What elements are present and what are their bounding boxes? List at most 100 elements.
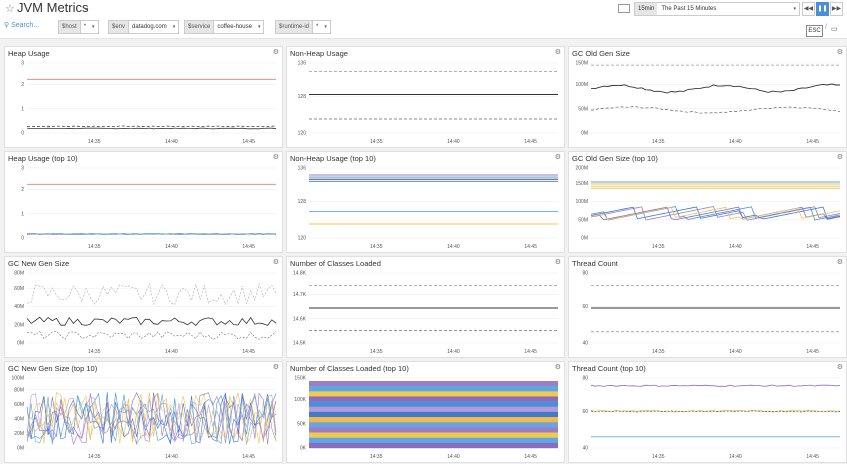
dashboard-title: JVM Metrics xyxy=(17,0,89,15)
y-tick-label: 2 xyxy=(21,82,24,88)
separator: / xyxy=(825,24,827,31)
y-tick-label: 50M xyxy=(578,217,588,223)
gear-icon[interactable]: ⚙ xyxy=(836,364,843,371)
chevron-down-icon: ▾ xyxy=(324,24,327,30)
star-icon[interactable]: ☆ xyxy=(5,3,15,15)
stacked-area-band xyxy=(309,406,558,413)
variable-value: * xyxy=(316,24,319,30)
widget-newgen10[interactable]: 100M 80M 60M 40M 20M 0M 14:35 14:40 14:45 GC New … xyxy=(4,361,283,463)
template-variable-env[interactable]: $env datadog.com ▾ xyxy=(108,20,180,34)
widget-nonheap[interactable]: 136 128 120 14:35 14:40 14:45 Non-Heap Usage ⚙ xyxy=(286,46,565,148)
y-tick-label: 128 xyxy=(298,199,307,205)
tv-mode-icon[interactable] xyxy=(618,4,630,13)
template-variable-service[interactable]: $service coffee-house ▾ xyxy=(184,20,265,34)
search-icon: ⚲ xyxy=(4,22,12,29)
x-tick-label: 14:35 xyxy=(652,454,665,460)
x-tick-label: 14:35 xyxy=(652,244,665,250)
x-tick-label: 14:35 xyxy=(88,139,101,145)
time-badge: 15min xyxy=(635,3,658,15)
series-line xyxy=(26,125,276,128)
stacked-area-band xyxy=(309,422,558,428)
gear-icon[interactable]: ⚙ xyxy=(836,259,843,266)
widget-newgen[interactable]: 80M 60M 40M 20M 0M 14:35 14:40 14:45 GC New Gen … xyxy=(4,256,283,358)
monitor-icon[interactable]: ▭ xyxy=(831,26,838,33)
x-tick-label: 14:45 xyxy=(524,244,537,250)
stacked-area-band xyxy=(309,437,558,444)
x-tick-label: 14:40 xyxy=(165,349,178,355)
template-variable-host[interactable]: $host * ▾ xyxy=(58,20,99,34)
pause-button[interactable]: ❚❚ xyxy=(816,2,829,16)
gear-icon[interactable]: ⚙ xyxy=(554,49,561,56)
x-tick-label: 14:35 xyxy=(88,454,101,460)
gear-icon[interactable]: ⚙ xyxy=(554,259,561,266)
y-tick-label: 80 xyxy=(582,376,588,382)
series-line xyxy=(590,206,841,221)
forward-button[interactable]: ▶▶ xyxy=(830,2,843,16)
y-tick-label: 128 xyxy=(298,94,307,100)
series-line xyxy=(26,316,277,326)
x-tick-label: 14:40 xyxy=(729,454,742,460)
y-tick-label: 0M xyxy=(581,236,588,242)
series-line xyxy=(27,330,277,340)
y-tick-label: 20M xyxy=(14,431,24,437)
gear-icon[interactable]: ⚙ xyxy=(272,154,279,161)
gear-icon[interactable]: ⚙ xyxy=(272,49,279,56)
widget-nonheap10[interactable]: 136 128 120 14:35 14:40 14:45 Non-Heap Usage (… xyxy=(286,151,565,253)
x-tick-label: 14:40 xyxy=(447,244,460,250)
series-line xyxy=(590,206,841,221)
rewind-button[interactable]: ◀◀ xyxy=(802,2,815,16)
stacked-area-band xyxy=(309,401,558,407)
y-tick-label: 3 xyxy=(21,61,24,67)
chevron-down-icon: ▾ xyxy=(793,6,796,12)
series-line xyxy=(590,384,841,387)
chart-newgen: 80M 60M 40M 20M 0M 14:35 14:40 14:45 xyxy=(14,271,277,355)
chart-threads: 80 60 40 14:35 14:40 14:45 xyxy=(582,271,840,355)
y-tick-label: 150K xyxy=(294,376,306,382)
search-button[interactable]: ⚲ Search... xyxy=(4,21,39,29)
gear-icon[interactable]: ⚙ xyxy=(836,49,843,56)
widget-classes[interactable]: 14.8K 14.7K 14.6K 14.5K 14:35 14:40 14:45 Numbe… xyxy=(286,256,565,358)
gear-icon[interactable]: ⚙ xyxy=(554,154,561,161)
series-line xyxy=(26,392,277,444)
esc-button[interactable]: ESC xyxy=(806,25,823,37)
widget-oldgen10[interactable]: 200M 150M 100M 50M 0M 14:35 14:40 14:45 GC Old G… xyxy=(568,151,847,253)
gear-icon[interactable]: ⚙ xyxy=(554,364,561,371)
widget-threads[interactable]: 80 60 40 14:35 14:40 14:45 Thread Count ⚙ xyxy=(568,256,847,358)
chevron-down-icon[interactable]: ⌄ xyxy=(82,2,91,13)
y-tick-label: 136 xyxy=(298,61,307,67)
widget-title: GC New Gen Size (top 10) xyxy=(8,364,98,373)
y-tick-label: 0 xyxy=(21,236,24,242)
stacked-area-band xyxy=(309,411,558,418)
y-tick-label: 100M xyxy=(575,82,588,88)
x-tick-label: 14:35 xyxy=(652,139,665,145)
template-variable-runtime-id[interactable]: $runtime-id * ▾ xyxy=(275,20,331,34)
chevron-down-icon: ▾ xyxy=(92,24,95,30)
y-tick-label: 80 xyxy=(582,271,588,277)
y-tick-label: 0M xyxy=(581,131,588,137)
time-selector[interactable]: 15min The Past 15 Minutes ▾ xyxy=(634,2,800,16)
y-tick-label: 50K xyxy=(297,421,307,427)
gear-icon[interactable]: ⚙ xyxy=(272,364,279,371)
widget-classes10[interactable]: 150K 100K 50K 0K 14:35 14:40 14:45 Number of Cl… xyxy=(286,361,565,463)
widget-threads10[interactable]: 80 60 40 14:35 14:40 14:45 Thread Count (top 1… xyxy=(568,361,847,463)
x-tick-label: 14:45 xyxy=(524,139,537,145)
y-tick-label: 120 xyxy=(298,236,307,242)
widget-title: Thread Count xyxy=(572,259,618,268)
y-tick-label: 200M xyxy=(575,166,588,172)
widget-heap[interactable]: 3 2 1 0 14:35 14:40 14:45 Heap Usage ⚙ xyxy=(4,46,283,148)
widget-oldgen[interactable]: 150M 100M 50M 0M 14:35 14:40 14:45 GC Old Gen S… xyxy=(568,46,847,148)
chart-newgen10: 100M 80M 60M 40M 20M 0M 14:35 14:40 14:45 xyxy=(11,376,277,460)
x-tick-label: 14:40 xyxy=(729,244,742,250)
y-tick-label: 0K xyxy=(300,446,307,452)
y-tick-label: 14.8K xyxy=(293,271,307,277)
gear-icon[interactable]: ⚙ xyxy=(836,154,843,161)
y-tick-label: 136 xyxy=(298,166,307,172)
widget-title: Number of Classes Loaded xyxy=(290,259,381,268)
time-label: The Past 15 Minutes xyxy=(661,6,717,12)
widget-heap10[interactable]: 3 2 1 0 14:35 14:40 14:45 Heap Usage (top 10) ⚙ xyxy=(4,151,283,253)
y-tick-label: 0M xyxy=(17,446,24,452)
chevron-down-icon: ▾ xyxy=(172,24,176,30)
y-tick-label: 1 xyxy=(21,211,24,217)
variable-value: * xyxy=(83,24,87,30)
gear-icon[interactable]: ⚙ xyxy=(272,259,279,266)
